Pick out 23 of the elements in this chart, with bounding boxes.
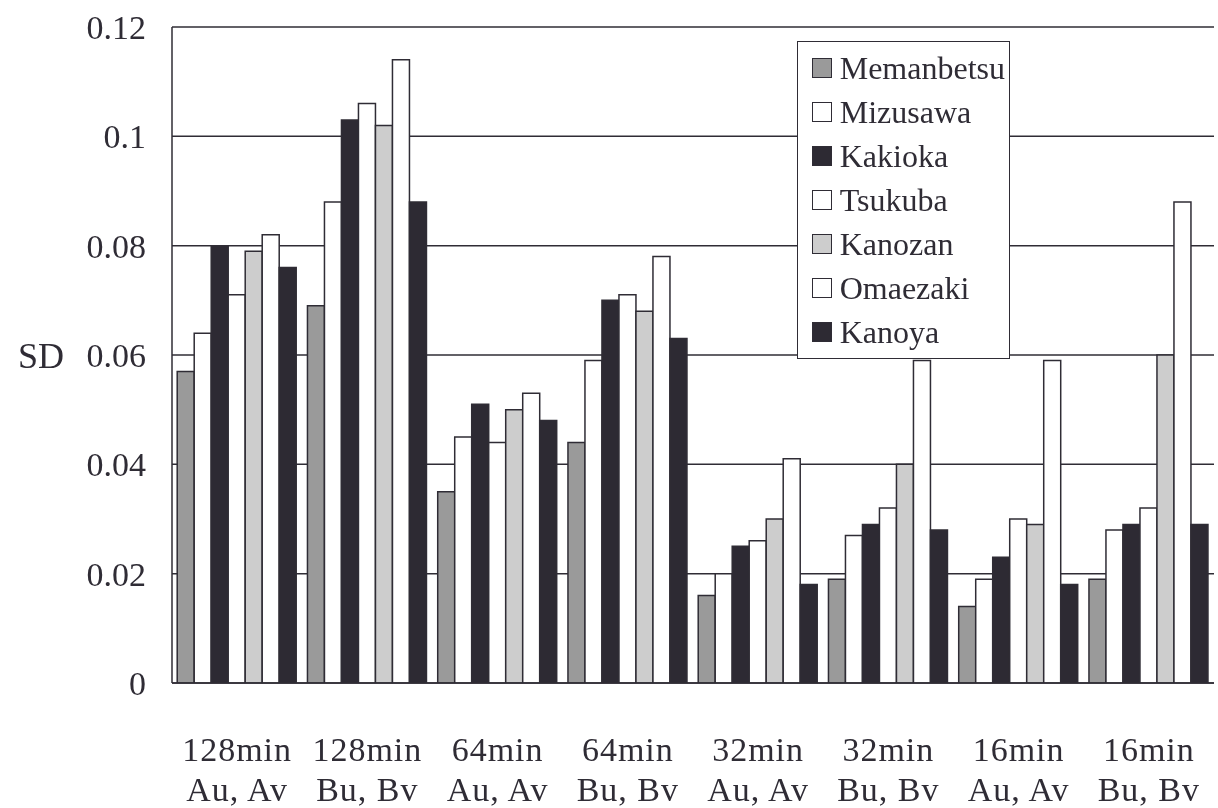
- y-tick-label: 0.04: [86, 446, 146, 484]
- x-tick-label: 128min Au, Av: [182, 731, 293, 808]
- x-tick-label: 128min Bu, Bv: [312, 731, 423, 808]
- y-tick-label: 0.08: [86, 227, 146, 265]
- legend-label: Omaezaki: [839, 269, 970, 307]
- legend-label: Kanoya: [839, 313, 940, 351]
- legend-label: Kakioka: [839, 137, 949, 175]
- x-tick-label: 32min Bu, Bv: [837, 731, 940, 808]
- y-tick-label: 0: [129, 665, 146, 703]
- legend-label: Memanbetsu: [839, 49, 1005, 87]
- y-axis-title: SD: [18, 335, 65, 376]
- legend-label: Mizusawa: [839, 93, 972, 131]
- legend-label: Kanozan: [839, 225, 954, 263]
- y-tick-label: 0.1: [103, 118, 146, 156]
- x-tick-label: 64min Bu, Bv: [576, 731, 680, 808]
- x-tick-label: 64min Au, Av: [446, 731, 549, 808]
- x-tick-label: 16min Au, Av: [967, 731, 1070, 808]
- y-tick-label: 0.02: [86, 555, 146, 593]
- y-tick-label: 0.06: [86, 337, 146, 375]
- y-tick-label: 0.12: [86, 9, 146, 47]
- legend-label: Tsukuba: [839, 181, 948, 219]
- x-tick-label: 32min Au, Av: [707, 731, 809, 808]
- x-tick-label: 16min Bu, Bv: [1097, 731, 1201, 808]
